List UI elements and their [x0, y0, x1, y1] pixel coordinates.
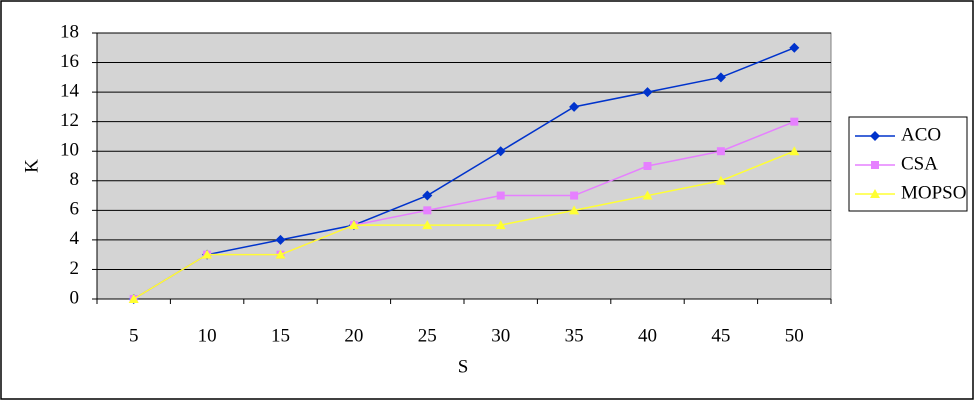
- x-tick-label: 45: [711, 325, 730, 346]
- marker: [495, 220, 506, 230]
- y-tick-label: 4: [70, 228, 80, 249]
- marker: [715, 72, 726, 83]
- marker: [789, 42, 800, 53]
- x-tick-label: 5: [129, 325, 139, 346]
- legend-label: CSA: [901, 153, 938, 174]
- marker: [569, 205, 580, 215]
- legend-label: MOPSO: [901, 182, 966, 203]
- marker: [423, 206, 432, 215]
- marker: [570, 191, 579, 200]
- y-tick-label: 14: [60, 80, 80, 101]
- y-tick-label: 6: [70, 199, 80, 220]
- marker: [871, 161, 879, 169]
- x-tick-label: 40: [638, 325, 657, 346]
- marker: [642, 190, 653, 200]
- marker: [495, 146, 506, 157]
- marker: [789, 146, 800, 156]
- x-tick-label: 15: [271, 325, 290, 346]
- marker: [642, 87, 653, 98]
- y-tick-label: 16: [60, 51, 79, 72]
- marker: [790, 117, 799, 126]
- y-tick-label: 10: [60, 140, 79, 161]
- marker: [422, 190, 433, 201]
- x-tick-label: 50: [785, 325, 804, 346]
- marker: [643, 162, 652, 170]
- marker: [715, 175, 726, 185]
- marker: [496, 191, 505, 200]
- marker: [202, 249, 213, 259]
- y-tick-label: 2: [70, 258, 80, 279]
- marker: [128, 294, 139, 303]
- series-line: [133, 150, 795, 300]
- y-tick-label: 12: [60, 110, 79, 131]
- y-tick-label: 8: [70, 169, 80, 190]
- x-tick-label: 20: [344, 325, 363, 346]
- x-tick-label: 35: [565, 325, 584, 346]
- x-tick-label: 10: [198, 325, 217, 346]
- y-tick-label: 18: [60, 21, 79, 42]
- marker: [569, 101, 580, 112]
- legend-box: [848, 116, 968, 212]
- x-axis-label: S: [458, 356, 469, 377]
- marker: [870, 189, 880, 198]
- marker: [275, 234, 286, 245]
- marker: [422, 220, 433, 230]
- marker: [716, 147, 725, 156]
- marker: [348, 220, 359, 230]
- y-tick-label: 0: [70, 287, 80, 308]
- series-line: [133, 47, 795, 300]
- x-tick-label: 25: [418, 325, 437, 346]
- marker: [275, 249, 286, 259]
- y-axis-label: K: [21, 159, 42, 173]
- x-tick-label: 30: [491, 325, 510, 346]
- marker: [870, 131, 880, 141]
- legend-label: ACO: [901, 124, 941, 145]
